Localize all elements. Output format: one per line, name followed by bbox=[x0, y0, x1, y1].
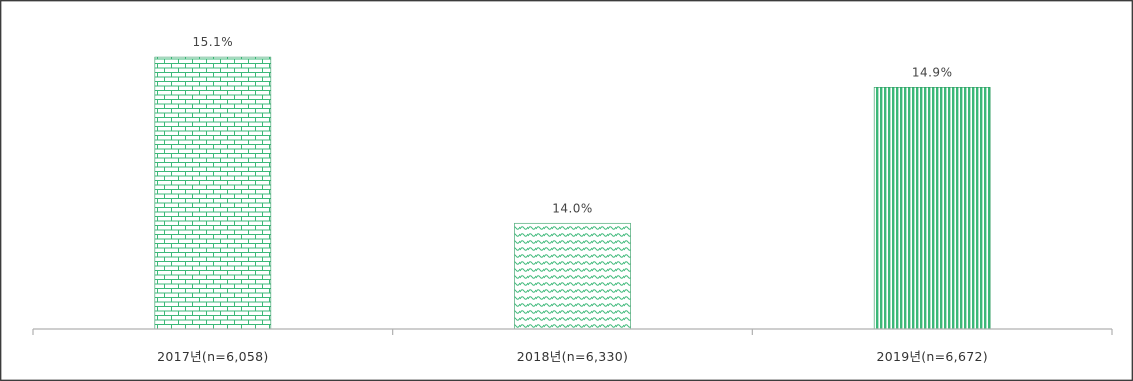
data-label: 15.1% bbox=[193, 35, 234, 49]
bar-2 bbox=[514, 222, 631, 330]
data-label: 14.0% bbox=[552, 201, 593, 215]
bar-1 bbox=[154, 56, 272, 330]
category-label: 2019년(n=6,672) bbox=[876, 349, 987, 364]
bar-3 bbox=[873, 87, 991, 330]
data-label: 14.9% bbox=[912, 65, 953, 79]
category-label: 2017년(n=6,058) bbox=[157, 349, 268, 364]
category-label: 2018년(n=6,330) bbox=[517, 349, 628, 364]
